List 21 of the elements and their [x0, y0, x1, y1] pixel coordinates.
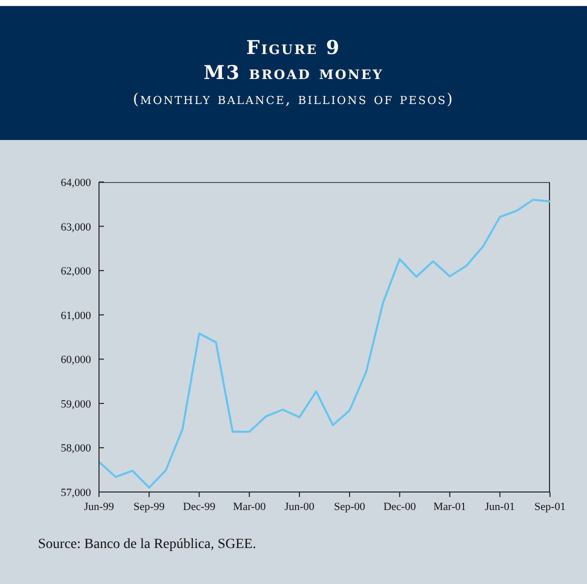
- y-tick-label: 62,000: [60, 266, 92, 278]
- chart-title: Figure 9 M3 broad money: [202, 36, 384, 86]
- x-tick-label: Mar-01: [433, 501, 466, 513]
- x-tick-label: Sep-00: [334, 501, 366, 513]
- x-tick-label: Jun-01: [484, 501, 515, 513]
- y-tick-label: 58,000: [60, 442, 92, 455]
- x-tick-label: Mar-00: [232, 501, 266, 513]
- x-tick-label: Jun-00: [284, 501, 315, 513]
- x-tick-label: Dec-00: [383, 501, 416, 513]
- x-tick-label: Jun-99: [84, 501, 114, 513]
- y-tick-label: 59,000: [60, 398, 92, 410]
- y-tick-label: 57,000: [60, 487, 92, 499]
- x-tick-label: Dec-99: [183, 501, 216, 513]
- y-tick-label: 63,000: [60, 221, 92, 234]
- y-tick-label: 64,000: [60, 177, 92, 189]
- x-tick-label: Sep-99: [134, 501, 166, 513]
- y-tick-label: 61,000: [60, 310, 92, 322]
- chart-subtitle: (monthly balance, billions of pesos): [132, 89, 456, 110]
- y-tick-label: 60,000: [60, 354, 92, 366]
- x-tick-label: Sep-01: [534, 501, 566, 513]
- source-note: Source: Banco de la República, SGEE.: [38, 537, 256, 553]
